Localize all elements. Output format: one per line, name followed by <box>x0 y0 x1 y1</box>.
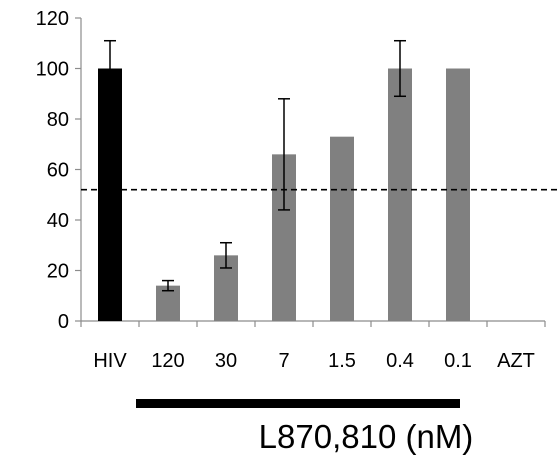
bars <box>98 68 470 321</box>
y-tick-label: 0 <box>58 311 69 333</box>
concentration-group: L870,810 (nM) <box>136 399 473 455</box>
x-tick-label: 1.5 <box>328 350 356 372</box>
bar <box>388 68 412 321</box>
x-tick-label: AZT <box>497 350 535 372</box>
x-axis: HIV 120 30 7 1.5 0.4 0.1 AZT <box>80 320 546 372</box>
error-bars <box>104 39 406 292</box>
y-tick-label: 20 <box>47 261 69 283</box>
x-tick-label: HIV <box>93 350 127 372</box>
bar <box>156 285 180 321</box>
y-tick-label: 120 <box>36 8 69 30</box>
group-bar <box>136 399 460 408</box>
y-tick-label: 60 <box>47 160 69 182</box>
group-label: L870,810 (nM) <box>259 418 474 455</box>
x-tick-label: 0.1 <box>444 350 472 372</box>
y-axis: 0 20 40 60 80 100 120 <box>36 8 82 333</box>
x-tick-label: 7 <box>278 350 289 372</box>
x-tick-label: 30 <box>215 350 237 372</box>
bar <box>330 136 354 321</box>
x-tick-label: 0.4 <box>386 350 414 372</box>
y-tick-label: 100 <box>36 59 69 81</box>
x-tick-label: 120 <box>151 350 184 372</box>
y-tick-label: 40 <box>47 210 69 232</box>
bar <box>98 68 122 321</box>
bar <box>446 68 470 321</box>
y-tick-label: 80 <box>47 109 69 131</box>
